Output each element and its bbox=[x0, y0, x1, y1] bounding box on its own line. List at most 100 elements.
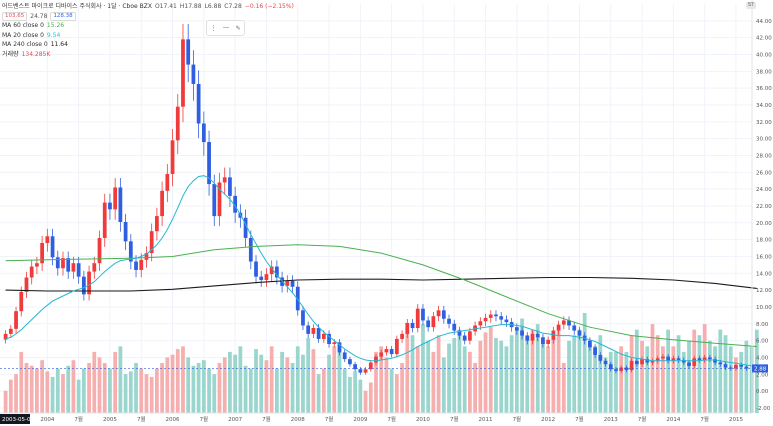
price-tick-label: -2.00 bbox=[756, 406, 771, 412]
volume-bar bbox=[290, 363, 295, 413]
volume-bar bbox=[561, 363, 566, 413]
axis-settings-button[interactable]: 57 bbox=[746, 2, 756, 9]
volume-bar bbox=[661, 346, 665, 413]
symbol-title[interactable]: 어드벤스트 마이크로 디바이스 주식회사 · 1달 · Cboe BZX bbox=[2, 3, 152, 11]
candle-body bbox=[14, 311, 18, 329]
indicator-ma60[interactable]: MA 60 close 0 15.26 bbox=[2, 21, 294, 31]
candle-body bbox=[233, 195, 238, 213]
volume-bar bbox=[207, 368, 211, 413]
candle-body bbox=[228, 177, 232, 196]
indicator-ma20[interactable]: MA 20 close 0 9.54 bbox=[2, 31, 294, 41]
candle-body bbox=[692, 358, 697, 366]
volume-bar bbox=[92, 351, 97, 413]
volume-bar bbox=[436, 335, 441, 413]
candle-body bbox=[201, 123, 206, 143]
candle-body bbox=[457, 330, 462, 336]
time-tick-label: 7월 bbox=[137, 415, 146, 423]
volume-bar bbox=[452, 338, 457, 413]
candle-body bbox=[739, 365, 744, 367]
price-tick-label: 40.00 bbox=[756, 52, 772, 58]
candle-body bbox=[707, 357, 712, 360]
volume-bar bbox=[170, 354, 175, 413]
volume-bar bbox=[144, 374, 149, 413]
candle-body bbox=[66, 258, 71, 272]
candle-body bbox=[546, 339, 551, 344]
time-tick-label: 2009 bbox=[353, 417, 367, 423]
volume-bar bbox=[358, 379, 363, 413]
last-price-tag bbox=[752, 364, 768, 373]
candle-body bbox=[723, 364, 728, 368]
candle-body bbox=[718, 362, 723, 365]
volume-bar bbox=[488, 326, 493, 413]
ask-button[interactable]: 128.38 bbox=[50, 11, 76, 21]
time-tick-label: 2004 bbox=[40, 417, 54, 423]
candle-body bbox=[379, 352, 384, 357]
candle-body bbox=[181, 39, 185, 107]
volume-bar bbox=[149, 376, 154, 413]
candle-body bbox=[45, 236, 50, 244]
bid-button[interactable]: 103.65 bbox=[2, 11, 28, 21]
time-tick-label: 7월 bbox=[387, 415, 396, 423]
volume-bar bbox=[35, 368, 39, 413]
candle-body bbox=[556, 324, 561, 331]
time-axis: 2004 7월 2005 7월 2006 7월 2007 7월 2008 7월 2009 7월 2010… bbox=[0, 412, 752, 423]
volume-bar bbox=[102, 363, 107, 413]
volume-bar bbox=[441, 357, 446, 413]
candle-body bbox=[222, 177, 227, 183]
candle-body bbox=[431, 316, 436, 328]
volume-bar bbox=[321, 368, 326, 413]
price-tick-label: 44.00 bbox=[756, 19, 772, 25]
candle-body bbox=[358, 369, 363, 373]
volume-bar bbox=[71, 360, 76, 413]
candle-body bbox=[478, 321, 483, 326]
indicator-ma240[interactable]: MA 240 close 0 11.64 bbox=[2, 40, 294, 50]
candle-body bbox=[697, 358, 702, 360]
ohlc-close: C7.28 bbox=[224, 3, 242, 11]
candle-body bbox=[259, 276, 264, 281]
price-tick-label: 38.00 bbox=[756, 69, 772, 75]
volume-bar bbox=[175, 349, 180, 413]
volume-bar bbox=[363, 390, 368, 413]
time-tick-label: 7월 bbox=[325, 415, 334, 423]
volume-bar bbox=[525, 335, 530, 413]
candle-body bbox=[468, 331, 472, 341]
candle-body bbox=[144, 253, 149, 260]
volume-bar bbox=[8, 379, 13, 413]
candle-body bbox=[149, 231, 154, 254]
indicator-label: MA 60 close 0 bbox=[2, 22, 44, 30]
drawing-toolbox[interactable]: ⋮ — ✎ bbox=[206, 20, 245, 36]
candle-body bbox=[676, 358, 681, 360]
candle-body bbox=[561, 320, 566, 325]
chart-legend: 어드벤스트 마이크로 디바이스 주식회사 · 1달 · Cboe BZX O17… bbox=[2, 2, 294, 59]
candle-body bbox=[191, 64, 196, 84]
candle-body bbox=[744, 366, 749, 369]
candle-body bbox=[608, 364, 613, 370]
legend-header-row: 어드벤스트 마이크로 디바이스 주식회사 · 1달 · Cboe BZX O17… bbox=[2, 2, 294, 12]
volume-bar bbox=[81, 368, 86, 413]
volume-bar bbox=[415, 346, 420, 413]
indicator-volume[interactable]: 거래량 134.285K bbox=[2, 50, 294, 60]
line-tool-icon[interactable]: — bbox=[222, 25, 229, 31]
volume-bar bbox=[546, 346, 551, 413]
volume-bar bbox=[45, 371, 50, 413]
volume-bar bbox=[447, 343, 451, 413]
volume-bar bbox=[342, 368, 347, 413]
price-tick-label: 26.00 bbox=[756, 170, 772, 176]
candle-body bbox=[264, 274, 269, 281]
candle-body bbox=[525, 335, 530, 341]
volume-bar bbox=[113, 351, 118, 413]
candle-body bbox=[603, 360, 608, 365]
pen-tool-icon[interactable]: ✎ bbox=[235, 25, 241, 32]
volume-bar bbox=[50, 376, 55, 413]
volume-bar bbox=[40, 360, 45, 413]
candle-body bbox=[248, 237, 253, 262]
volume-bars bbox=[3, 313, 759, 413]
drag-handle-icon[interactable]: ⋮ bbox=[210, 25, 217, 32]
candle-body bbox=[316, 328, 321, 339]
volume-bar bbox=[734, 357, 738, 413]
candle-body bbox=[87, 271, 91, 295]
candle-body bbox=[290, 280, 295, 287]
volume-bar bbox=[478, 340, 483, 413]
date-tag-label: 2003-05-01 bbox=[2, 417, 34, 423]
